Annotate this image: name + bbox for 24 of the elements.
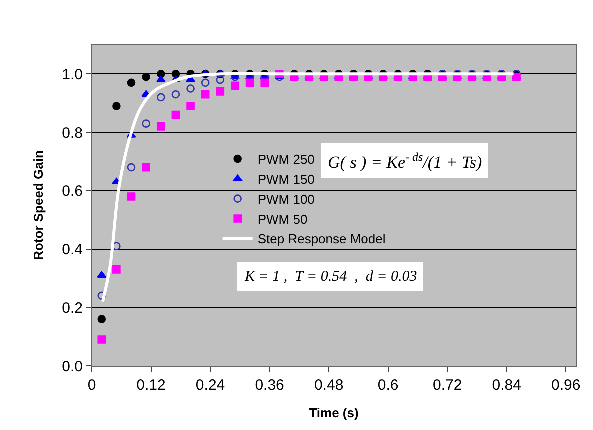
legend-label: PWM 250	[258, 152, 315, 168]
y-tick-label: 0.4	[62, 242, 83, 259]
y-tick-label: 1.0	[62, 66, 83, 84]
x-tick-label: 0	[88, 377, 96, 394]
annotation: G( s ) = Ke$^{- ds}$/(1 + Ts)	[328, 150, 482, 172]
y-tick-label: 0.8	[62, 124, 83, 142]
legend-label: PWM 150	[258, 172, 315, 187]
legend-label: PWM 50	[258, 212, 308, 227]
x-tick-label: 0.36	[255, 377, 284, 394]
x-tick-label: 0.48	[314, 377, 344, 394]
y-tick-label: 0.2	[62, 300, 83, 317]
annotation: K = 1 , T = 0.54 , d = 0.03	[244, 269, 418, 285]
x-tick-label: 0.24	[196, 377, 226, 394]
x-tick-label: 0.72	[432, 377, 462, 394]
y-axis-title: Rotor Speed Gain	[31, 150, 46, 260]
legend-label: Step Response Model	[258, 232, 386, 247]
x-tick-label: 0.84	[492, 377, 522, 394]
y-tick-label: 0.6	[62, 183, 83, 200]
x-axis-title: Time (s)	[309, 406, 359, 421]
x-tick-label: 0.96	[552, 377, 581, 394]
y-tick-label: 0.0	[62, 358, 83, 376]
legend-label: PWM 100	[258, 192, 315, 207]
x-tick-label: 0.12	[136, 377, 166, 394]
x-tick-label: 0.6	[378, 377, 399, 394]
